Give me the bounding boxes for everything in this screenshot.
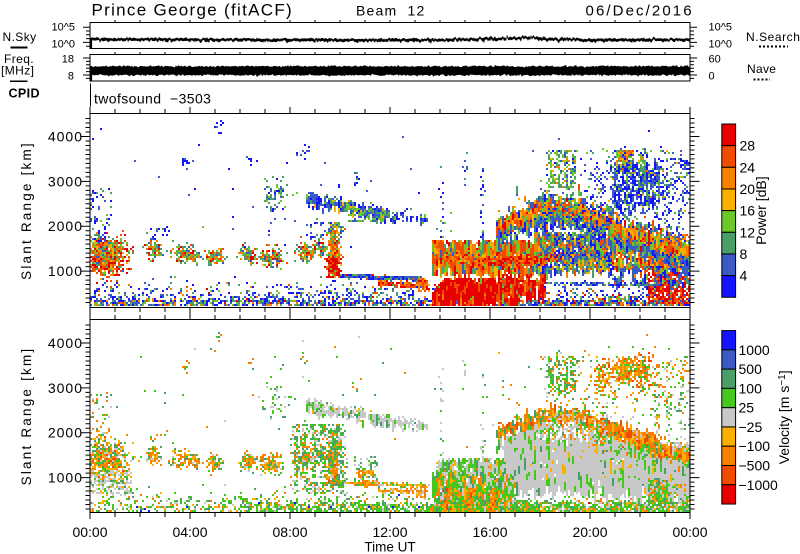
svg-text:60: 60 [709, 54, 721, 66]
svg-text:−500: −500 [739, 458, 771, 474]
svg-text:Prince George (fitACF): Prince George (fitACF) [92, 1, 293, 20]
svg-text:N.Search: N.Search [746, 30, 800, 44]
svg-text:8: 8 [68, 71, 74, 83]
svg-text:Slant Range [km]: Slant Range [km] [19, 347, 34, 486]
svg-text:16: 16 [740, 203, 756, 219]
svg-text:1000: 1000 [48, 263, 83, 279]
svg-text:twofsound −3503: twofsound −3503 [94, 91, 211, 107]
svg-text:4000: 4000 [48, 335, 83, 351]
svg-text:16:00: 16:00 [472, 524, 507, 540]
svg-text:10^5: 10^5 [51, 22, 75, 34]
svg-text:100: 100 [739, 380, 763, 396]
svg-text:Slant Range [km]: Slant Range [km] [19, 141, 34, 280]
svg-text:28: 28 [740, 138, 756, 154]
svg-text:3000: 3000 [48, 380, 83, 396]
svg-text:25: 25 [739, 400, 755, 416]
svg-text:Time UT: Time UT [364, 540, 415, 554]
svg-text:4000: 4000 [48, 128, 83, 144]
svg-text:12:00: 12:00 [372, 524, 407, 540]
svg-text:CPID: CPID [9, 87, 40, 101]
svg-text:500: 500 [739, 361, 763, 377]
svg-text:8: 8 [740, 246, 748, 262]
svg-text:04:00: 04:00 [172, 524, 207, 540]
svg-text:−25: −25 [739, 419, 763, 435]
svg-text:4: 4 [740, 268, 748, 284]
svg-text:−100: −100 [739, 438, 771, 454]
svg-text:N.Sky: N.Sky [3, 30, 37, 44]
svg-text:18: 18 [62, 54, 74, 66]
svg-text:10^5: 10^5 [709, 22, 733, 34]
svg-text:10^0: 10^0 [51, 38, 75, 50]
svg-text:Freq.: Freq. [4, 52, 34, 66]
svg-text:2000: 2000 [48, 218, 83, 234]
svg-text:10^0: 10^0 [709, 38, 733, 50]
svg-text:20: 20 [740, 181, 756, 197]
svg-text:12: 12 [740, 224, 756, 240]
svg-text:00:00: 00:00 [72, 524, 107, 540]
svg-text:00:00: 00:00 [672, 524, 707, 540]
svg-text:Power [dB]: Power [dB] [753, 176, 769, 244]
svg-text:24: 24 [740, 159, 756, 175]
svg-text:−1000: −1000 [739, 477, 779, 493]
svg-text:20:00: 20:00 [572, 524, 607, 540]
svg-text:Nave: Nave [747, 62, 776, 76]
svg-text:3000: 3000 [48, 173, 83, 189]
svg-text:2000: 2000 [48, 425, 83, 441]
svg-text:Beam 12: Beam 12 [356, 3, 426, 19]
svg-text:1000: 1000 [739, 342, 770, 358]
svg-text:08:00: 08:00 [272, 524, 307, 540]
svg-text:0: 0 [709, 71, 715, 83]
svg-text:1000: 1000 [48, 470, 83, 486]
svg-text:Velocity [m s−1]: Velocity [m s−1] [776, 370, 792, 464]
svg-text:[MHz]: [MHz] [1, 64, 34, 78]
svg-text:06/Dec/2016: 06/Dec/2016 [586, 3, 694, 20]
